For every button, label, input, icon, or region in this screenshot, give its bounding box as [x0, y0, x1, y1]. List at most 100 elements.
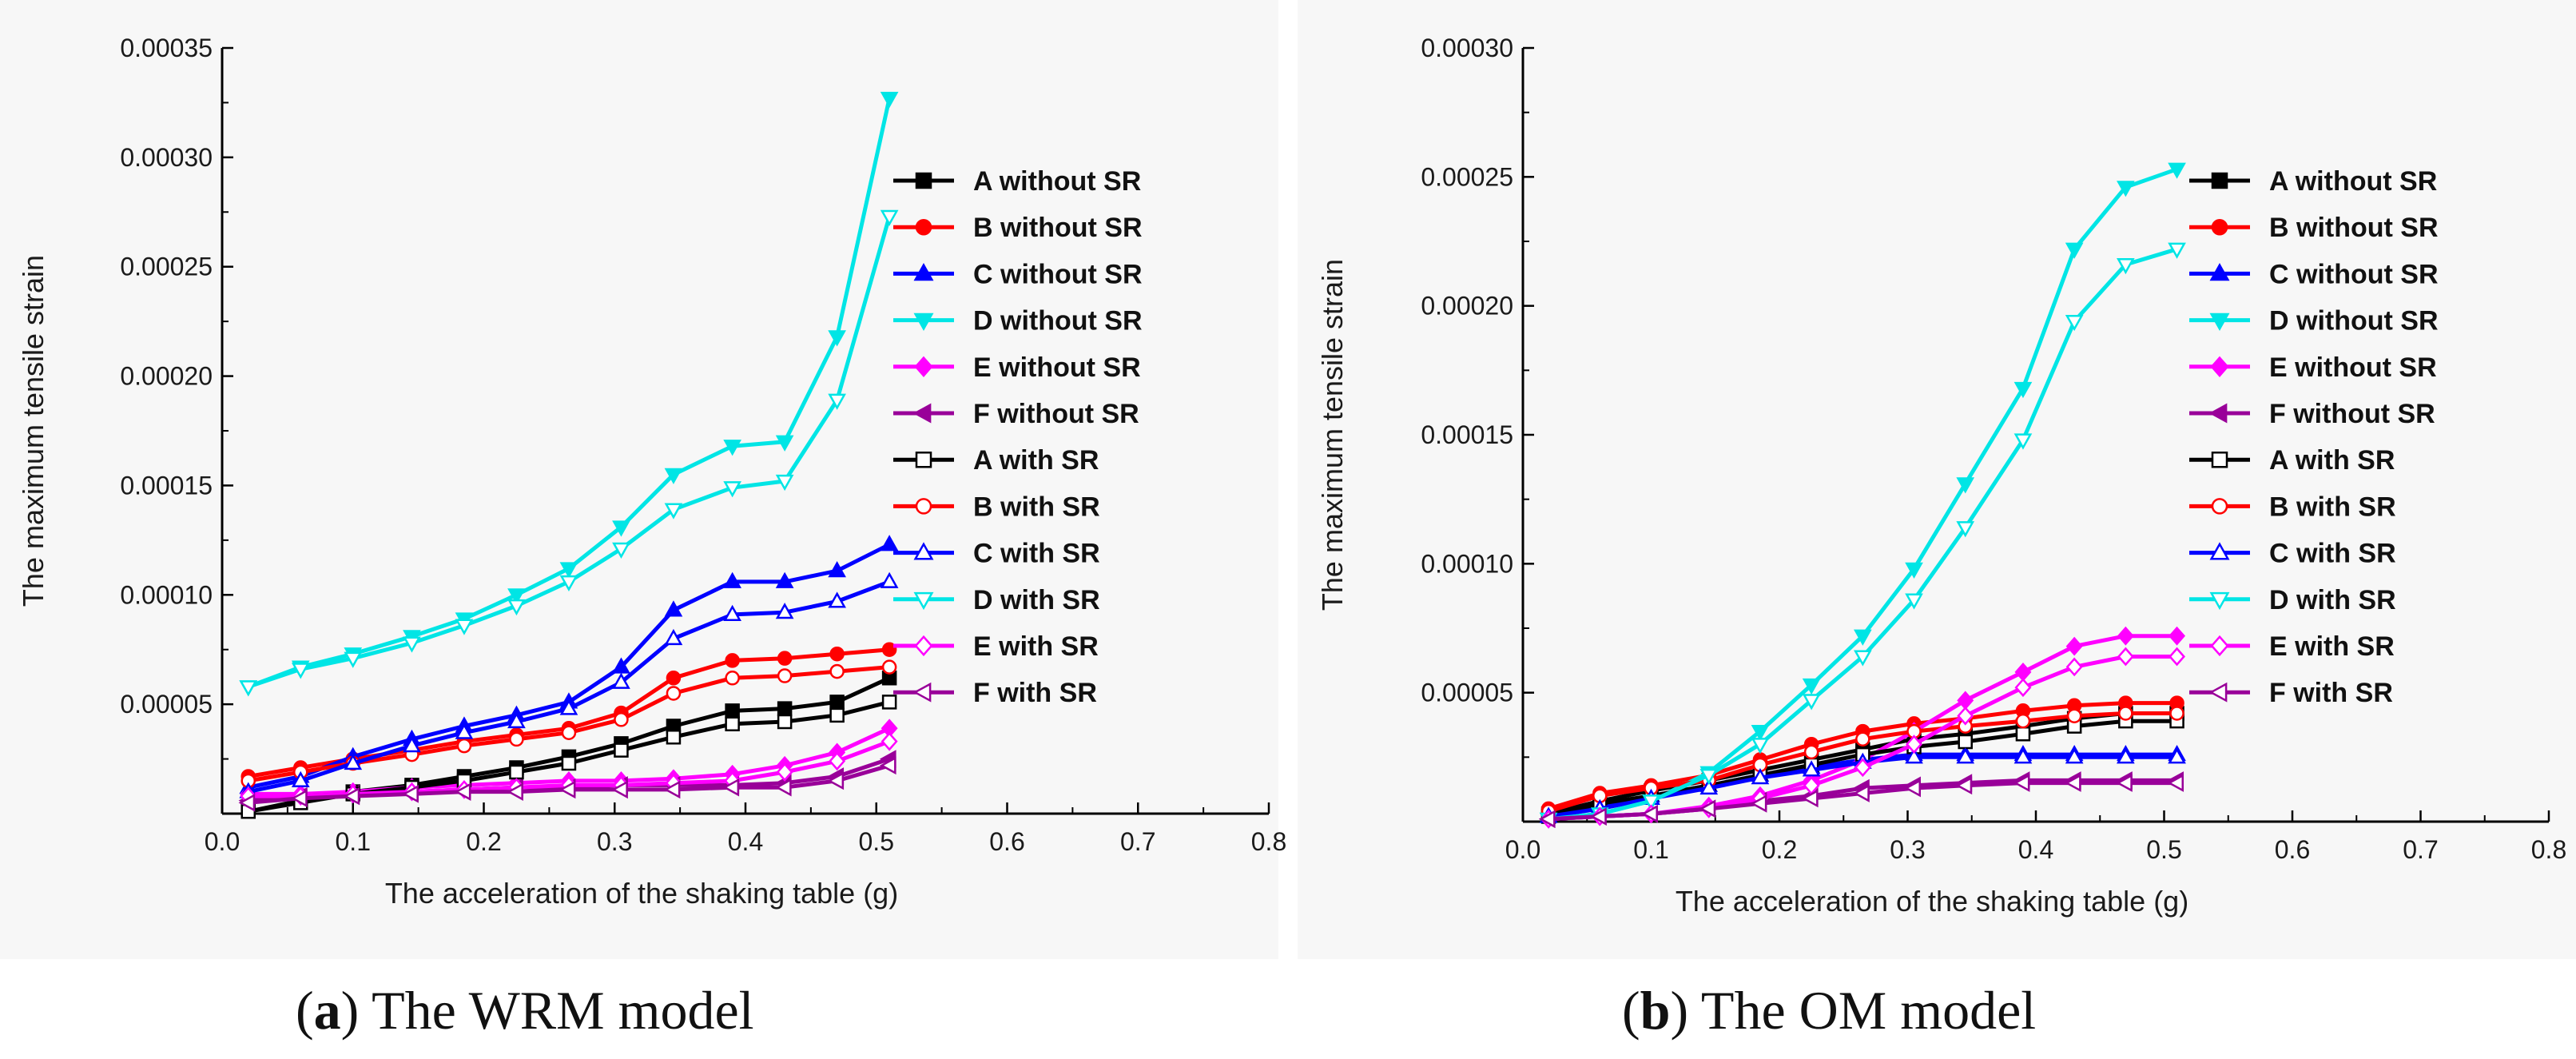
data-point — [664, 600, 683, 617]
data-point — [291, 770, 310, 787]
data-point — [1957, 706, 1974, 726]
legend-label: E with SR — [2269, 631, 2395, 662]
data-point — [723, 481, 741, 498]
legend-label: C without SR — [973, 259, 1143, 289]
panel-b-background — [1298, 0, 2576, 959]
legend-marker — [915, 218, 932, 236]
data-point — [1855, 731, 1870, 746]
legend-label: E without SR — [2269, 352, 2437, 383]
data-point — [344, 651, 363, 668]
x-tick-label: 0.0 — [205, 827, 240, 856]
x-tick-label: 0.4 — [2018, 835, 2053, 864]
data-point — [456, 738, 472, 754]
data-point — [509, 764, 524, 780]
data-point — [829, 751, 846, 771]
data-point — [509, 731, 524, 747]
data-point — [291, 789, 308, 808]
data-point — [723, 571, 741, 588]
data-point — [777, 668, 793, 683]
data-point — [612, 672, 630, 689]
series-C-with-sr — [239, 571, 899, 798]
data-point — [402, 785, 419, 803]
y-tick-label: 0.00020 — [1421, 292, 1513, 320]
data-point — [828, 393, 846, 410]
data-point — [1957, 691, 1974, 711]
data-point — [2014, 662, 2032, 682]
legend-label: D without SR — [973, 306, 1143, 336]
data-point — [829, 707, 845, 723]
legend-marker — [2211, 172, 2228, 189]
data-point — [776, 762, 793, 782]
data-point — [2118, 706, 2133, 721]
data-point — [828, 330, 846, 347]
data-point — [1905, 593, 1923, 610]
data-point — [344, 753, 363, 770]
x-tick-label: 0.4 — [728, 827, 763, 856]
data-point — [559, 780, 576, 799]
data-point — [2168, 747, 2186, 764]
data-point — [2117, 181, 2135, 197]
data-point — [880, 571, 899, 588]
data-point — [880, 209, 899, 226]
data-point — [1751, 738, 1770, 754]
data-point — [1699, 778, 1719, 795]
data-point — [1642, 794, 1660, 811]
legend-label: B without SR — [973, 213, 1143, 243]
legend-marker — [912, 682, 932, 703]
data-point — [2169, 706, 2184, 721]
x-tick-label: 0.8 — [2531, 835, 2566, 864]
data-point — [828, 561, 846, 578]
data-point — [2168, 162, 2186, 179]
data-point — [777, 714, 793, 730]
legend-om: A without SR B without SR C without SR D wi… — [2189, 166, 2439, 708]
data-point — [880, 91, 899, 109]
data-point — [1750, 794, 1767, 813]
x-axis-title: The acceleration of the shaking table (g… — [1676, 885, 2188, 918]
x-tick-label: 0.5 — [859, 827, 894, 856]
data-point — [775, 571, 794, 588]
data-point — [507, 782, 523, 801]
data-point — [829, 663, 845, 679]
series-D-without-sr — [239, 91, 899, 697]
legend-label: F with SR — [2269, 678, 2393, 708]
legend-marker — [2211, 218, 2228, 236]
data-point — [454, 782, 471, 801]
charts-canvas: 0.0 0.1 0.2 0.3 0.4 0.5 0.6 0.7 0.8 0.00005 0.0001… — [17, 34, 2566, 918]
legend-marker — [2211, 498, 2228, 515]
x-tick-label: 0.3 — [1890, 835, 1925, 864]
data-point — [775, 435, 794, 452]
legend-label: C without SR — [2269, 259, 2439, 289]
data-point — [2169, 647, 2186, 667]
data-point — [2116, 774, 2133, 792]
y-tick-label: 0.00020 — [120, 362, 213, 391]
x-tick-label: 0.2 — [1762, 835, 1797, 864]
legend-label: A without SR — [2269, 166, 2437, 197]
data-point — [1751, 725, 1770, 742]
data-point — [1958, 734, 1973, 750]
data-point — [827, 771, 845, 790]
data-point — [777, 701, 793, 716]
data-point — [725, 671, 740, 686]
data-point — [1641, 805, 1658, 823]
data-point — [829, 646, 845, 662]
data-point — [1802, 678, 1821, 695]
caption-a-letter: a — [313, 980, 341, 1041]
data-point — [663, 780, 681, 799]
data-point — [559, 562, 578, 579]
chart-om: 0.0 0.1 0.2 0.3 0.4 0.5 0.6 0.7 0.8 0.00005 0.0001… — [1316, 34, 2566, 918]
data-point — [1699, 799, 1716, 818]
data-point — [1905, 562, 1923, 579]
data-point — [828, 591, 846, 608]
x-tick-label: 0.6 — [2275, 835, 2310, 864]
data-point — [1538, 810, 1556, 829]
legend-marker — [2208, 682, 2228, 703]
data-point — [2066, 708, 2082, 723]
legend-label: D without SR — [2269, 306, 2439, 336]
legend-label: C with SR — [973, 539, 1100, 569]
chart-wrm: 0.0 0.1 0.2 0.3 0.4 0.5 0.6 0.7 0.8 0.00005 0.0001… — [17, 34, 1286, 910]
data-point — [612, 520, 630, 537]
x-tick-label: 0.1 — [1633, 835, 1668, 864]
data-point — [2117, 647, 2134, 667]
data-point — [343, 786, 360, 806]
legend-label: F with SR — [973, 678, 1097, 708]
